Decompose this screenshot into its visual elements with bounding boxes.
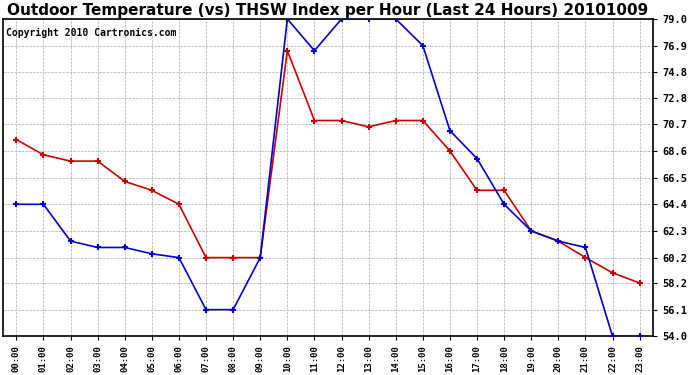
Title: Outdoor Temperature (vs) THSW Index per Hour (Last 24 Hours) 20101009: Outdoor Temperature (vs) THSW Index per … [8, 3, 649, 18]
Text: Copyright 2010 Cartronics.com: Copyright 2010 Cartronics.com [6, 28, 177, 39]
